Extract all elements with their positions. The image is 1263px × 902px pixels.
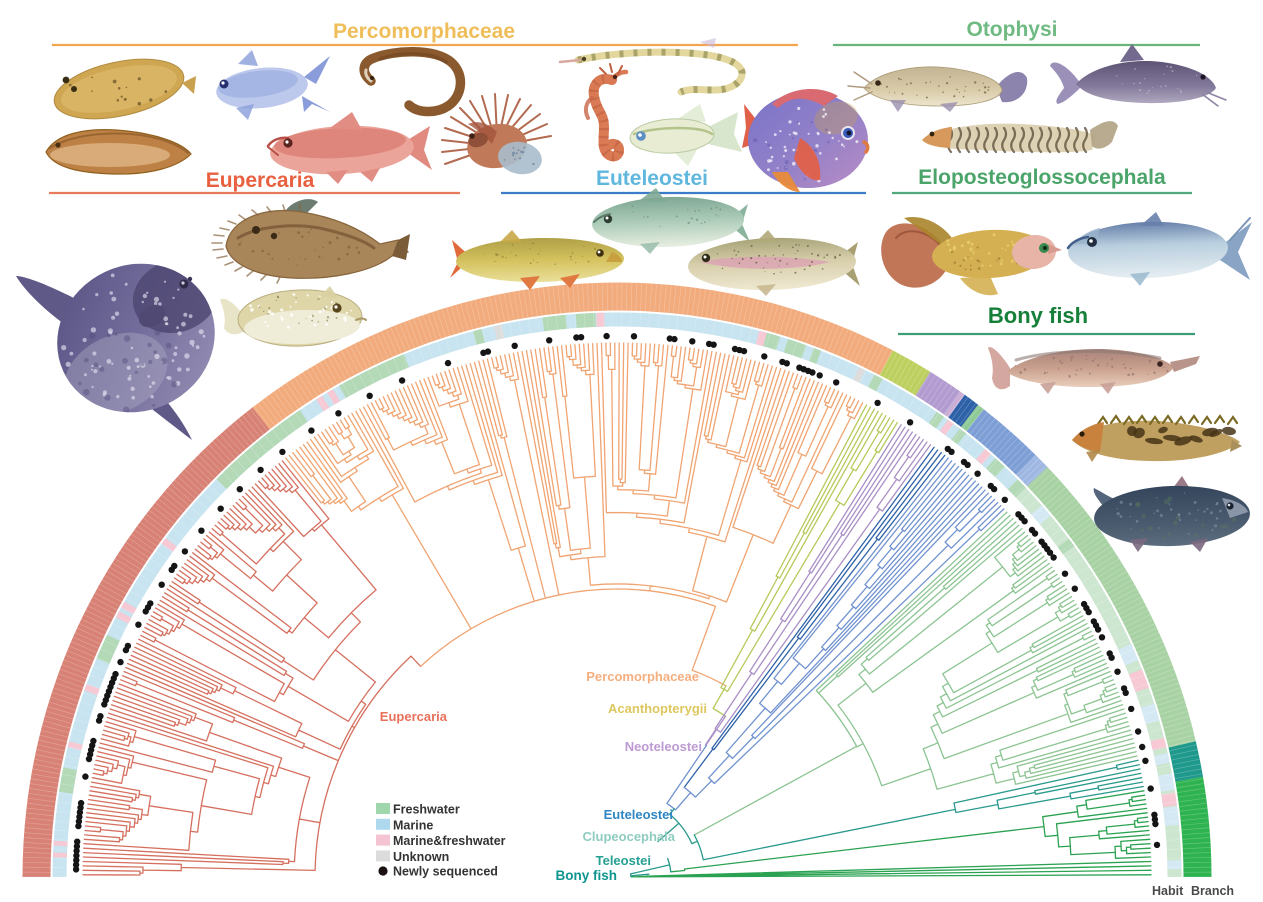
svg-text:Clupeocephala: Clupeocephala (583, 829, 676, 844)
svg-text:Newly sequenced: Newly sequenced (393, 865, 498, 879)
svg-text:Bony fish: Bony fish (555, 868, 617, 883)
svg-text:Otophysi: Otophysi (966, 18, 1057, 41)
svg-text:Eupercaria: Eupercaria (206, 169, 315, 192)
svg-text:Percomorphaceae: Percomorphaceae (333, 20, 515, 43)
svg-text:Marine&freshwater: Marine&freshwater (393, 834, 506, 848)
svg-text:Euteleostei: Euteleostei (604, 807, 673, 822)
svg-text:Marine: Marine (393, 818, 433, 832)
svg-text:Euteleostei: Euteleostei (596, 167, 708, 190)
svg-text:Branch: Branch (1191, 884, 1234, 898)
svg-text:Neoteleostei: Neoteleostei (625, 739, 702, 754)
svg-text:Teleostei: Teleostei (596, 853, 651, 868)
svg-text:Freshwater: Freshwater (393, 803, 460, 817)
svg-text:Eupercaria: Eupercaria (380, 709, 448, 724)
svg-text:Eloposteoglossocephala: Eloposteoglossocephala (918, 166, 1166, 189)
svg-text:Acanthopterygii: Acanthopterygii (608, 701, 707, 716)
svg-text:Habit: Habit (1152, 884, 1184, 898)
svg-text:Bony fish: Bony fish (988, 303, 1088, 328)
svg-text:Percomorphaceae: Percomorphaceae (586, 669, 699, 684)
svg-text:Unknown: Unknown (393, 850, 449, 864)
